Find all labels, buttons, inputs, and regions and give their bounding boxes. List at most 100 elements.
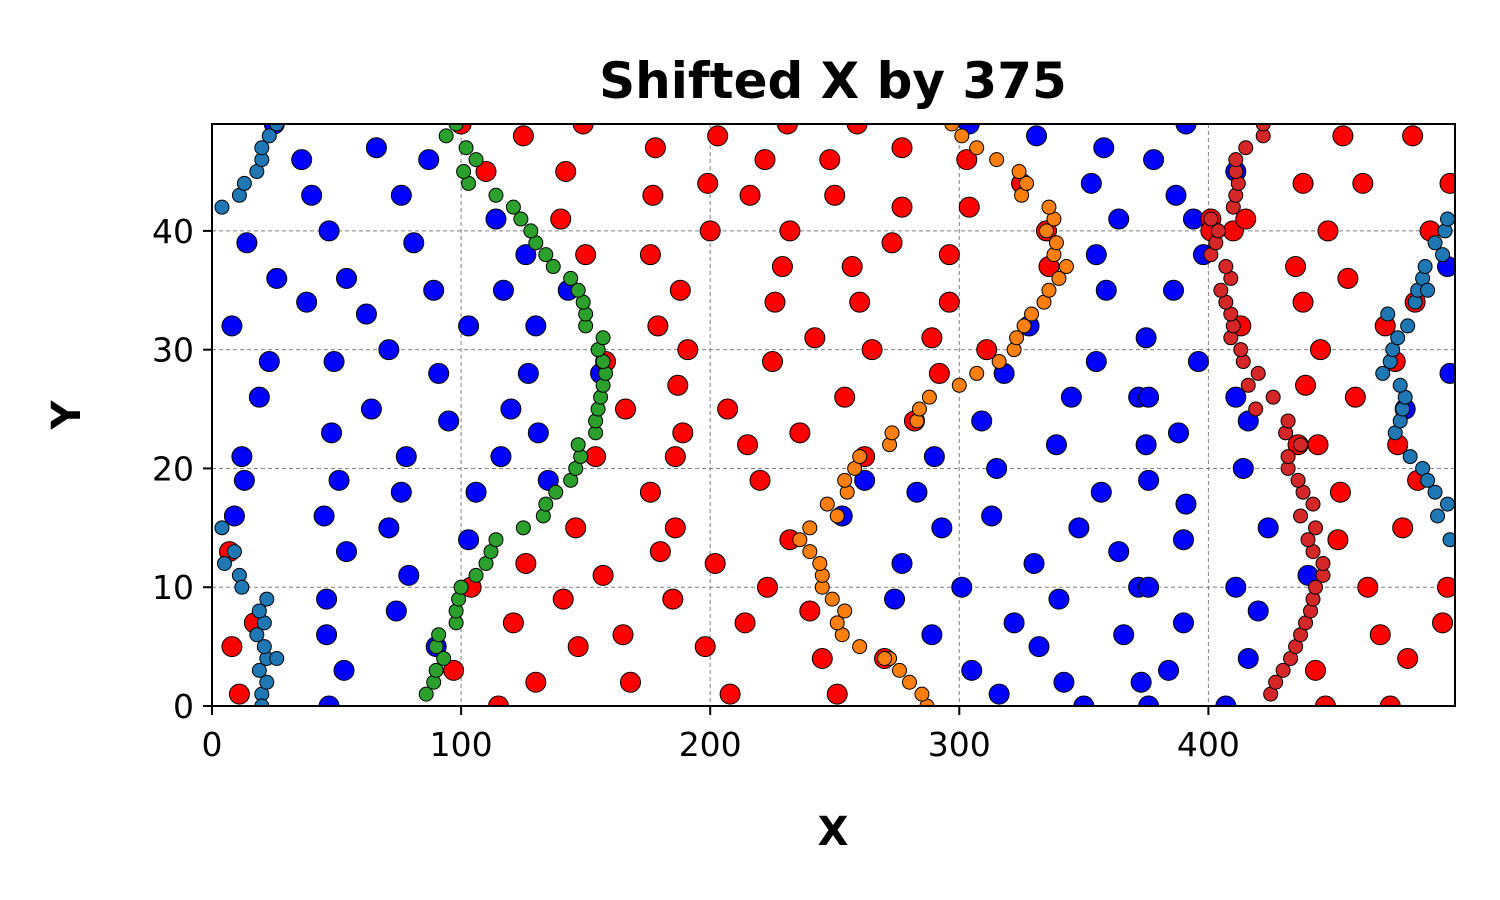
- data-point: [1041, 199, 1057, 215]
- data-point: [1427, 235, 1443, 251]
- data-point: [804, 327, 826, 349]
- data-point: [677, 339, 699, 361]
- data-point: [1138, 576, 1160, 598]
- data-point: [488, 187, 504, 203]
- data-point: [234, 579, 250, 595]
- data-point: [699, 220, 721, 242]
- data-point: [1213, 282, 1229, 298]
- data-point: [1172, 529, 1194, 551]
- data-point: [771, 256, 793, 278]
- data-point: [664, 446, 686, 468]
- data-point: [385, 600, 407, 622]
- data-point: [538, 496, 554, 512]
- data-point: [1247, 600, 1269, 622]
- data-point: [1026, 125, 1048, 147]
- data-point: [492, 279, 514, 301]
- data-point: [1439, 172, 1455, 194]
- data-point: [1380, 306, 1396, 322]
- data-point: [378, 517, 400, 539]
- data-point: [505, 199, 521, 215]
- data-point: [1315, 555, 1331, 571]
- data-point: [1439, 362, 1455, 384]
- data-point: [1329, 481, 1351, 503]
- data-point: [819, 149, 841, 171]
- data-point: [1143, 149, 1165, 171]
- data-point: [487, 695, 509, 706]
- data-point: [525, 315, 547, 337]
- data-point: [545, 259, 561, 275]
- data-point: [517, 362, 539, 384]
- data-point: [490, 446, 512, 468]
- data-point: [644, 137, 666, 159]
- data-point: [228, 683, 250, 705]
- data-point: [269, 124, 285, 132]
- data-point: [1058, 259, 1074, 275]
- data-point: [1300, 532, 1316, 548]
- data-point: [988, 683, 1010, 705]
- data-point: [824, 591, 840, 607]
- data-point: [779, 220, 801, 242]
- data-point: [1305, 496, 1321, 512]
- data-point: [1085, 351, 1107, 373]
- data-point: [258, 351, 280, 373]
- data-point: [1172, 612, 1194, 634]
- data-point: [1175, 124, 1197, 135]
- data-point: [891, 552, 913, 574]
- data-point: [1135, 327, 1157, 349]
- data-point: [837, 603, 853, 619]
- data-point: [436, 650, 452, 666]
- data-point: [565, 517, 587, 539]
- data-point: [1130, 671, 1152, 693]
- data-point: [1240, 377, 1256, 393]
- data-point: [1113, 624, 1135, 646]
- data-point: [639, 481, 661, 503]
- data-point: [639, 244, 661, 266]
- data-point: [938, 244, 960, 266]
- data-point: [1009, 330, 1025, 346]
- data-point: [938, 291, 960, 313]
- data-point: [754, 149, 776, 171]
- data-point: [901, 674, 917, 690]
- data-point: [1417, 259, 1433, 275]
- data-point: [398, 564, 420, 586]
- data-point: [595, 330, 611, 346]
- data-point: [1392, 517, 1414, 539]
- data-point: [458, 140, 474, 156]
- data-point: [739, 184, 761, 206]
- data-point: [236, 175, 252, 191]
- data-point: [1293, 508, 1309, 524]
- data-point: [1285, 256, 1307, 278]
- data-point: [458, 315, 480, 337]
- data-point: [1085, 244, 1107, 266]
- data-point: [802, 520, 818, 536]
- data-point: [249, 627, 265, 643]
- data-point: [269, 650, 285, 666]
- data-point: [1135, 434, 1157, 456]
- data-point: [854, 469, 876, 491]
- data-point: [951, 377, 967, 393]
- data-point: [552, 588, 574, 610]
- data-point: [892, 662, 908, 678]
- data-point: [884, 425, 900, 441]
- data-point: [852, 449, 868, 465]
- data-point: [799, 600, 821, 622]
- data-point: [921, 624, 943, 646]
- data-point: [418, 686, 434, 702]
- data-point: [1275, 662, 1291, 678]
- data-point: [323, 351, 345, 373]
- data-point: [575, 244, 597, 266]
- data-point: [944, 124, 960, 132]
- data-point: [1327, 529, 1349, 551]
- x-tick-label: 0: [202, 725, 223, 764]
- data-point: [1138, 386, 1160, 408]
- data-point: [1073, 695, 1095, 706]
- data-point: [1038, 223, 1054, 239]
- data-point: [1175, 493, 1197, 515]
- data-point: [991, 354, 1007, 370]
- data-point: [971, 410, 993, 432]
- data-point: [1402, 449, 1418, 465]
- data-point: [881, 232, 903, 254]
- data-point: [378, 339, 400, 361]
- data-point: [1255, 124, 1271, 132]
- data-point: [662, 588, 684, 610]
